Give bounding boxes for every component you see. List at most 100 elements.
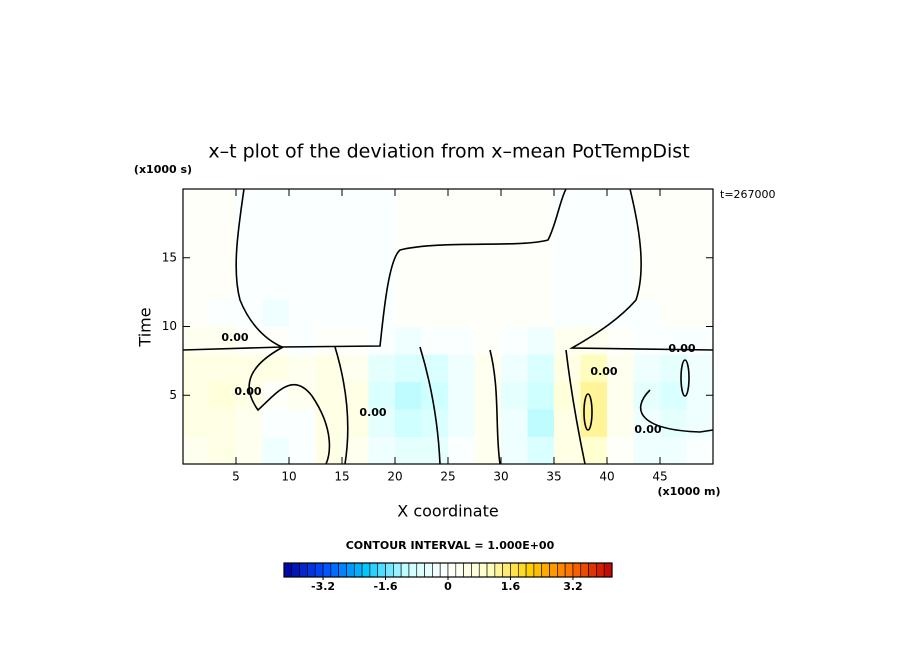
colorbar-box	[596, 562, 605, 578]
contour-label: 0.00	[590, 365, 617, 378]
field-cell	[262, 326, 290, 355]
field-cell	[660, 354, 687, 382]
field-cell	[421, 244, 449, 272]
contour-label: 0.00	[221, 331, 248, 344]
field-cell	[209, 216, 237, 245]
field-cell	[527, 244, 555, 272]
field-cell	[421, 436, 449, 465]
field-cell	[342, 271, 369, 300]
field-cell	[289, 271, 316, 300]
field-cell	[289, 326, 316, 355]
field-cell	[686, 271, 714, 300]
field-cell	[607, 326, 634, 355]
field-cell	[501, 326, 528, 355]
field-cell	[633, 299, 661, 327]
field-cell	[474, 271, 502, 300]
field-cell	[183, 299, 210, 327]
field-cell	[607, 354, 634, 382]
contour-label: 0.00	[668, 342, 695, 355]
colorbar-box	[486, 562, 496, 578]
x-tick-label: 25	[440, 470, 455, 484]
field	[183, 189, 714, 465]
field-cell	[501, 271, 528, 300]
field-cell	[209, 271, 237, 300]
field-cell	[501, 381, 528, 410]
colorbar-box	[416, 562, 425, 578]
field-cell	[289, 436, 316, 465]
field-cell	[289, 299, 316, 327]
field-cell	[289, 354, 316, 382]
x-units: (x1000 m)	[657, 485, 720, 498]
field-cell	[501, 189, 528, 217]
field-cell	[660, 244, 687, 272]
y-units: (x1000 s)	[134, 163, 192, 176]
x-tick-label: 40	[599, 470, 614, 484]
field-cell	[527, 326, 555, 355]
field-cell	[342, 354, 369, 382]
field-cell	[448, 244, 475, 272]
chart-title: x–t plot of the deviation from x–mean Po…	[208, 141, 689, 163]
field-cell	[448, 299, 475, 327]
field-cell	[236, 271, 263, 300]
field-cell	[474, 216, 502, 245]
field-cell	[580, 354, 608, 382]
field-cell	[395, 409, 422, 437]
field-cell	[368, 381, 396, 410]
field-cell	[660, 271, 687, 300]
field-cell	[501, 299, 528, 327]
field-cell	[368, 216, 396, 245]
colorbar-box	[564, 562, 574, 578]
field-cell	[209, 189, 237, 217]
colorbar-box	[572, 562, 582, 578]
colorbar-box	[471, 562, 480, 578]
field-cell	[209, 354, 237, 382]
field-cell	[368, 436, 396, 465]
colorbar-box	[557, 562, 566, 578]
field-cell	[421, 299, 449, 327]
field-cell	[183, 436, 210, 465]
contour-label: 0.00	[234, 385, 261, 398]
field-cell	[633, 189, 661, 217]
field-cell	[554, 381, 581, 410]
y-tick-label: 5	[169, 388, 177, 402]
colorbar-box	[346, 562, 355, 578]
field-cell	[368, 189, 396, 217]
field-cell	[289, 189, 316, 217]
field-cell	[527, 299, 555, 327]
field-cell	[262, 436, 290, 465]
colorbar-box	[393, 562, 402, 578]
field-cell	[660, 409, 687, 437]
colorbar-box	[510, 562, 519, 578]
field-cell	[421, 381, 449, 410]
field-cell	[262, 244, 290, 272]
field-cell	[554, 326, 581, 355]
field-cell	[607, 189, 634, 217]
field-cell	[607, 216, 634, 245]
colorbar-box	[307, 562, 316, 578]
field-cell	[395, 299, 422, 327]
field-cell	[236, 244, 263, 272]
field-cell	[448, 189, 475, 217]
colorbar-box	[291, 562, 300, 578]
field-cell	[554, 216, 581, 245]
field-cell	[448, 436, 475, 465]
field-cell	[262, 271, 290, 300]
colorbar-box	[541, 562, 550, 578]
colorbar-box	[314, 562, 324, 578]
field-cell	[183, 189, 210, 217]
field-cell	[183, 409, 210, 437]
field-cell	[554, 271, 581, 300]
field-cell	[315, 299, 343, 327]
field-cell	[527, 381, 555, 410]
x-tick-label: 30	[493, 470, 508, 484]
field-cell	[368, 354, 396, 382]
field-cell	[342, 326, 369, 355]
field-cell	[395, 216, 422, 245]
field-cell	[554, 244, 581, 272]
field-cell	[660, 436, 687, 465]
field-cell	[289, 216, 316, 245]
colorbar-box	[580, 562, 589, 578]
field-cell	[315, 326, 343, 355]
field-cell	[209, 381, 237, 410]
field-cell	[501, 244, 528, 272]
